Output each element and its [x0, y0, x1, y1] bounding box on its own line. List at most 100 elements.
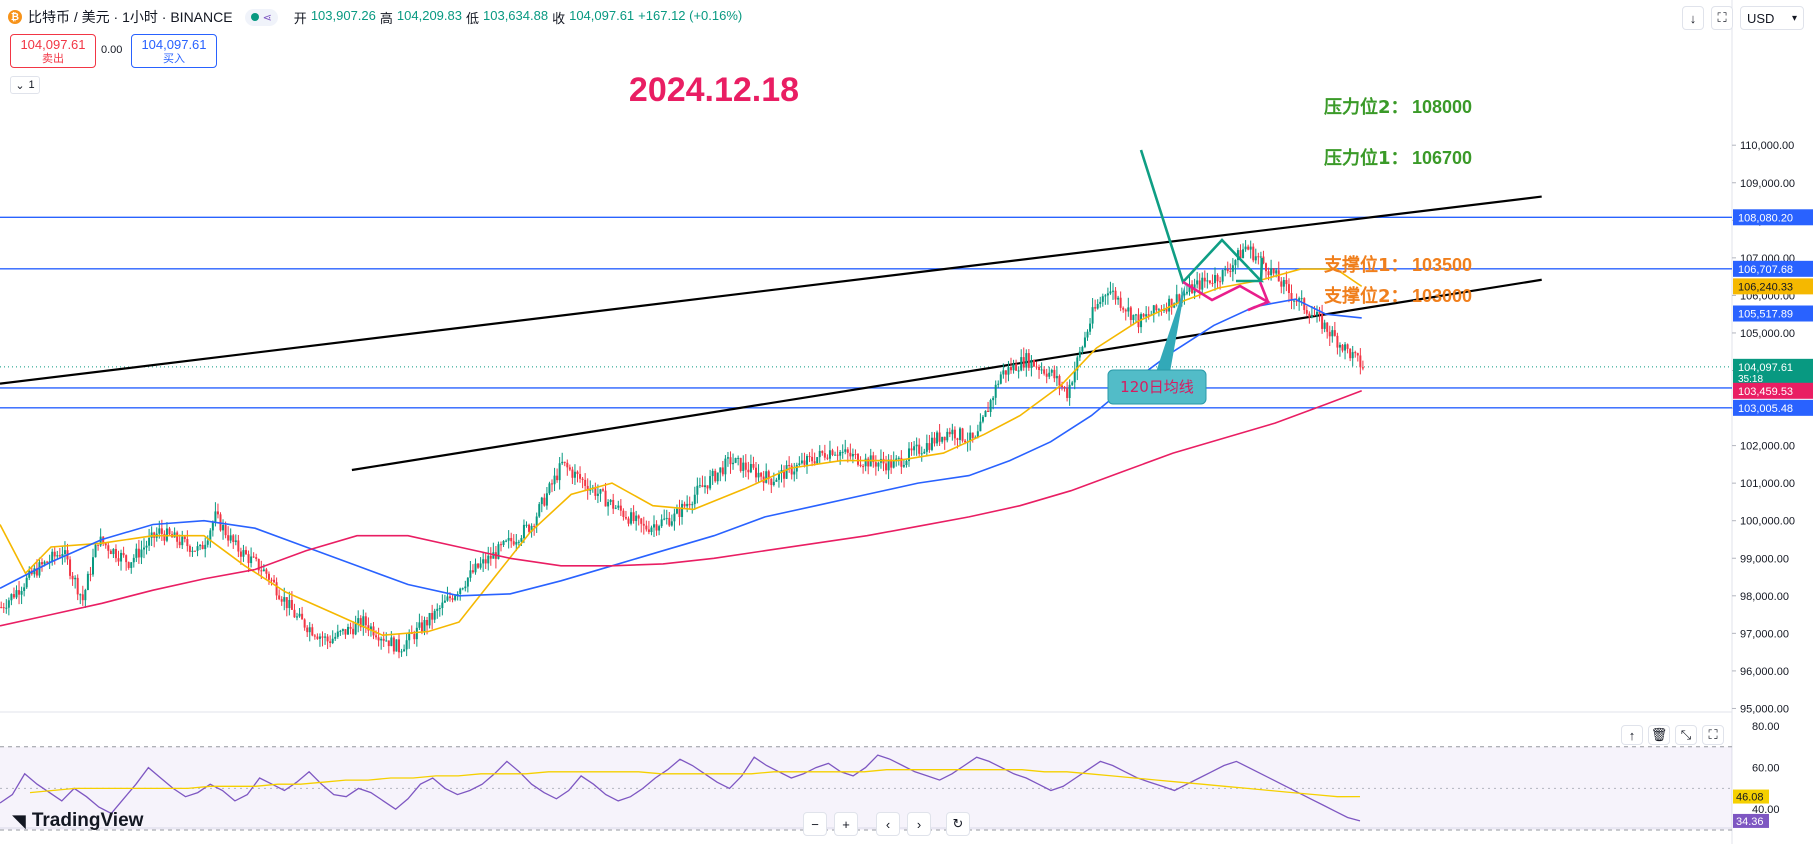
chevron-down-icon: ⌄: [15, 79, 25, 92]
candle-body: [1147, 314, 1150, 316]
candle-body: [94, 544, 97, 558]
candle-body: [849, 452, 852, 457]
candle-body: [367, 625, 370, 631]
candle-body: [1106, 293, 1109, 296]
candle-body: [1318, 311, 1321, 314]
candle-body: [584, 479, 587, 486]
buy-button[interactable]: 104,097.61 买入: [131, 34, 217, 68]
arrow-up-icon: ↑: [1628, 727, 1636, 743]
candle-body: [872, 455, 875, 463]
candle-body: [752, 464, 755, 468]
candle-body: [706, 485, 709, 489]
fullscreen-button[interactable]: ⛶: [1711, 6, 1733, 30]
candle-body: [1012, 363, 1015, 371]
candle-body: [341, 629, 344, 631]
candle-body: [1280, 281, 1283, 287]
candle-body: [732, 462, 735, 465]
high-label: 高: [379, 10, 393, 26]
candle-body: [1165, 308, 1168, 312]
download-button[interactable]: ↓: [1682, 6, 1704, 30]
tradingview-logo[interactable]: ◥ TradingView: [12, 810, 143, 832]
candle-body: [772, 481, 775, 486]
forecast-arrow-up: [1139, 149, 1265, 285]
candle-body: [441, 602, 444, 609]
candle-body: [280, 599, 283, 602]
candle-body: [737, 457, 740, 459]
candle-body: [846, 449, 849, 453]
reset-icon: ↻: [952, 816, 964, 831]
candle-body: [816, 457, 819, 464]
candle-body: [918, 444, 921, 454]
candle-body: [586, 485, 589, 491]
candle-body: [242, 550, 245, 557]
price-tag: [1733, 305, 1813, 322]
candle-body: [160, 528, 163, 534]
candle-body: [1321, 313, 1324, 329]
candle-body: [1168, 298, 1171, 312]
candle-body: [107, 545, 110, 551]
candle-body: [1114, 290, 1117, 300]
candle-body: [176, 532, 179, 542]
pane-delete-button[interactable]: 🗑: [1648, 725, 1670, 745]
candle-body: [125, 555, 128, 563]
candle-body: [117, 558, 120, 562]
candle-body: [1188, 284, 1191, 292]
candle-body: [461, 588, 464, 590]
status-indicators[interactable]: ⋖: [244, 8, 278, 26]
candle-body: [747, 469, 750, 473]
symbol-title[interactable]: 比特币 / 美元 · 1小时 · BINANCE: [28, 9, 233, 25]
candle-body: [99, 536, 102, 546]
sell-button[interactable]: 104,097.61 卖出: [10, 34, 96, 68]
zoom-in-button[interactable]: +: [834, 812, 858, 836]
trash-icon: 🗑: [1650, 727, 1668, 742]
ohlc-values: 开 103,907.26 高 104,209.83 低 103,634.88 收 104…: [294, 8, 742, 27]
candle-body: [41, 562, 43, 565]
indicator-toggle[interactable]: ⌄ 1: [10, 76, 40, 94]
pane-collapse-button[interactable]: ⤡: [1675, 725, 1697, 745]
candle-body: [349, 626, 352, 629]
candle-body: [783, 469, 786, 479]
candle-body: [188, 546, 191, 552]
candle-body: [423, 619, 426, 632]
candle-body: [1313, 315, 1316, 317]
candle-body: [135, 548, 138, 558]
scroll-right-button[interactable]: ›: [907, 812, 931, 836]
candle-body: [645, 525, 648, 530]
fullscreen-icon: ⛶: [1717, 10, 1727, 25]
open-label: 开: [293, 10, 307, 26]
candle-body: [255, 557, 258, 559]
candle-body: [262, 569, 265, 572]
candle-body: [464, 586, 467, 589]
tradingview-icon: ◥: [12, 810, 26, 831]
candle-body: [420, 622, 423, 632]
candle-body: [1328, 331, 1331, 337]
candle-body: [347, 626, 349, 635]
candle-body: [390, 637, 393, 647]
y-tick-label: 95,000.00: [1740, 703, 1789, 715]
candle-body: [742, 462, 745, 471]
candle-body: [1308, 313, 1311, 318]
candle-body: [808, 456, 811, 458]
trendline: [0, 195, 1542, 385]
candle-body: [749, 464, 752, 473]
zoom-out-button[interactable]: −: [803, 812, 827, 836]
reset-button[interactable]: ↻: [946, 812, 970, 836]
candle-body: [836, 454, 839, 456]
candle-body: [637, 515, 640, 519]
pane-up-button[interactable]: ↑: [1621, 725, 1643, 745]
candle-body: [303, 619, 306, 628]
candle-body: [1170, 298, 1173, 308]
currency-select[interactable]: USD ▾: [1740, 6, 1804, 30]
candle-body: [994, 384, 997, 398]
candle-body: [290, 600, 293, 610]
candle-body: [1091, 307, 1094, 324]
scroll-left-button[interactable]: ‹: [876, 812, 900, 836]
candle-body: [1032, 360, 1035, 367]
y-tick-label: 101,000.00: [1740, 478, 1795, 490]
candle-body: [1226, 269, 1229, 272]
close-value: 104,097.61: [569, 7, 635, 23]
candle-body: [543, 497, 546, 506]
pane-maximize-button[interactable]: ⛶: [1702, 725, 1724, 745]
candle-body: [670, 521, 673, 526]
